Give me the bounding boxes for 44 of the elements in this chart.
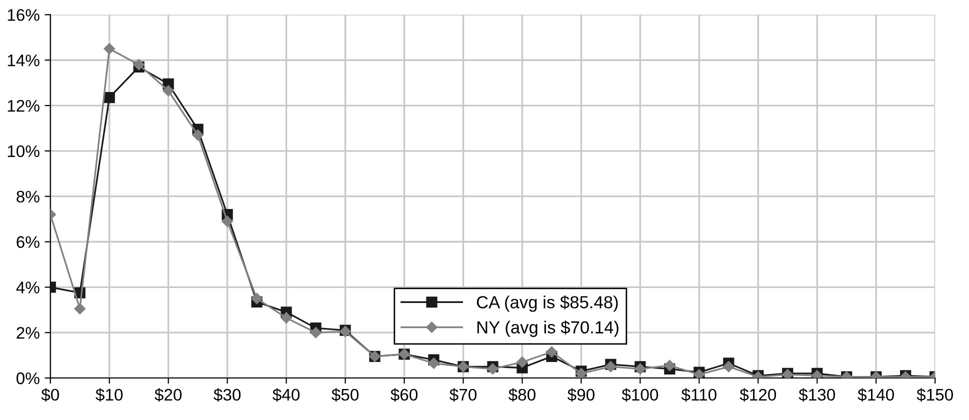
y-tick-label: 4% xyxy=(16,282,40,294)
y-tick-label: 14% xyxy=(8,54,40,66)
legend-label: CA (avg is $85.48) xyxy=(476,295,618,312)
y-tick-label: 16% xyxy=(8,9,40,21)
x-tick-label: $140 xyxy=(858,388,894,402)
x-tick-label: $90 xyxy=(567,388,594,402)
point xyxy=(222,216,233,227)
y-tick-label: 12% xyxy=(8,100,40,112)
legend-label: NY (avg is $70.14) xyxy=(477,320,618,337)
x-tick-label: $40 xyxy=(272,388,300,402)
x-tick-label: $50 xyxy=(332,388,359,402)
x-tick-label: $10 xyxy=(96,388,123,402)
point xyxy=(104,92,115,104)
point xyxy=(192,129,204,141)
x-tick-label: $60 xyxy=(390,388,418,402)
point xyxy=(487,363,498,375)
y-tick-label: 6% xyxy=(16,236,40,248)
point xyxy=(634,363,646,375)
x-tick-label: $30 xyxy=(214,388,241,402)
point xyxy=(74,303,86,314)
point xyxy=(428,358,440,369)
x-tick-label: $80 xyxy=(508,388,536,402)
x-tick-label: $130 xyxy=(798,388,836,402)
y-tick-label: 10% xyxy=(8,145,40,158)
y-tick-label: 2% xyxy=(16,326,40,339)
point xyxy=(664,360,676,372)
point xyxy=(546,346,558,358)
y-tick-label: 8% xyxy=(16,190,40,203)
point xyxy=(516,356,528,368)
y-tick-label: 0% xyxy=(16,372,40,384)
point xyxy=(310,326,322,338)
point xyxy=(251,292,262,304)
point xyxy=(605,361,616,372)
x-tick-label: $150 xyxy=(916,388,953,402)
point xyxy=(162,85,174,96)
point xyxy=(104,43,115,54)
x-tick-label: $100 xyxy=(622,388,658,402)
x-tick-label: $20 xyxy=(154,388,182,402)
x-tick-label: $70 xyxy=(450,388,476,402)
x-tick-label: $0 xyxy=(41,388,60,402)
x-tick-label: $120 xyxy=(740,388,776,402)
point xyxy=(280,312,292,324)
x-tick-label: $110 xyxy=(681,388,716,402)
point xyxy=(723,361,734,372)
